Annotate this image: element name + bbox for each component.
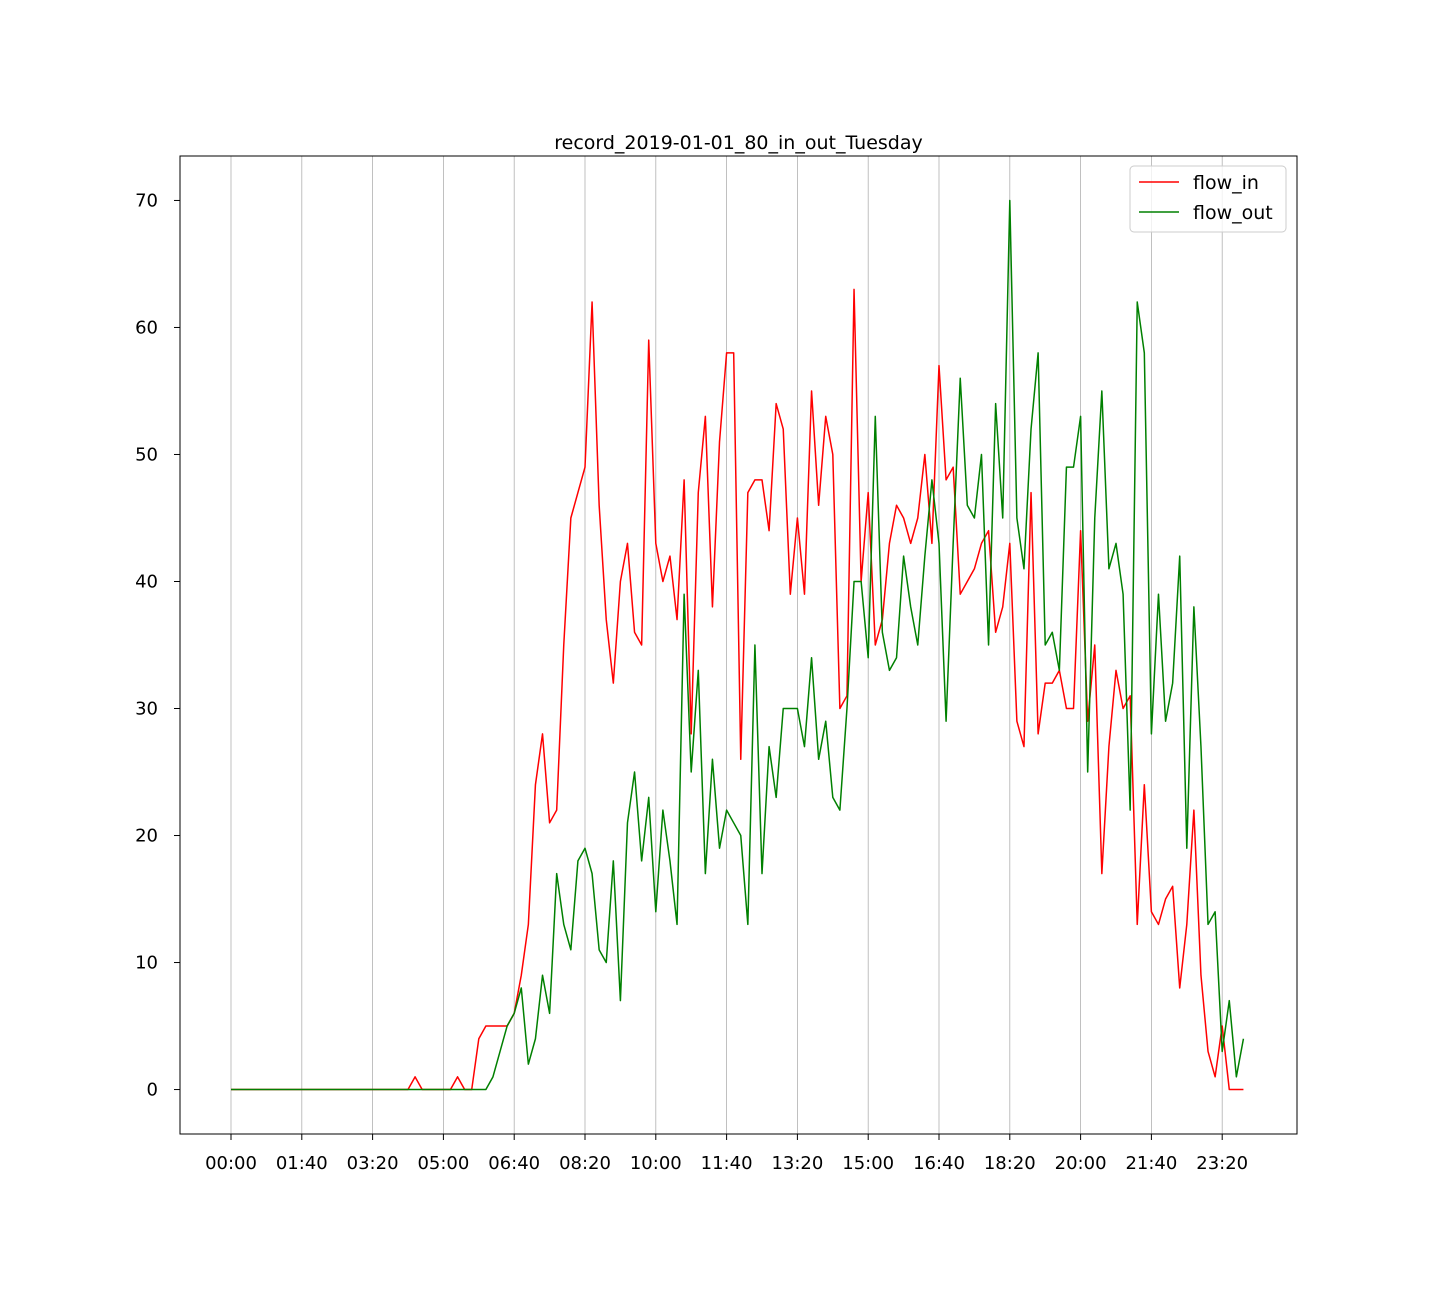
legend: flow_in flow_out <box>1129 165 1287 233</box>
series-line-flow-out <box>231 199 1245 1091</box>
legend-label-flow-in: flow_in <box>1193 172 1259 194</box>
x-tick-label: 23:20 <box>1196 1153 1248 1174</box>
y-tick-label: 0 <box>147 1080 158 1101</box>
y-tick-label: 60 <box>135 317 158 338</box>
x-tick-label: 11:40 <box>701 1153 753 1174</box>
x-tick-label: 18:20 <box>984 1153 1036 1174</box>
x-tick-label: 20:00 <box>1055 1153 1107 1174</box>
chart-title: record_2019-01-01_80_in_out_Tuesday <box>554 132 923 154</box>
y-axis: 0 10 20 30 40 50 60 70 <box>135 190 180 1101</box>
x-tick-label: 01:40 <box>276 1153 328 1174</box>
grid-layer <box>230 156 1223 1134</box>
x-axis: 00:00 01:40 03:20 05:00 06:40 08:20 10:00 11:40… <box>205 1134 1248 1174</box>
plot-frame <box>179 155 1298 1135</box>
x-tick-label: 13:20 <box>771 1153 823 1174</box>
y-tick-label: 70 <box>135 190 158 211</box>
x-tick-label: 21:40 <box>1125 1153 1177 1174</box>
x-tick-label: 06:40 <box>488 1153 540 1174</box>
y-tick-label: 50 <box>135 444 158 465</box>
y-tick-label: 10 <box>135 953 158 974</box>
x-tick-label: 10:00 <box>630 1153 682 1174</box>
x-tick-label: 16:40 <box>913 1153 965 1174</box>
x-tick-label: 03:20 <box>347 1153 399 1174</box>
series-layer <box>231 199 1245 1091</box>
legend-label-flow-out: flow_out <box>1193 202 1273 224</box>
y-tick-label: 20 <box>135 826 158 847</box>
y-tick-label: 40 <box>135 571 158 592</box>
x-tick-label: 00:00 <box>205 1153 257 1174</box>
y-tick-label: 30 <box>135 699 158 720</box>
x-tick-label: 15:00 <box>842 1153 894 1174</box>
series-line-flow-in <box>231 288 1244 1091</box>
x-tick-label: 08:20 <box>559 1153 611 1174</box>
x-tick-label: 05:00 <box>417 1153 469 1174</box>
